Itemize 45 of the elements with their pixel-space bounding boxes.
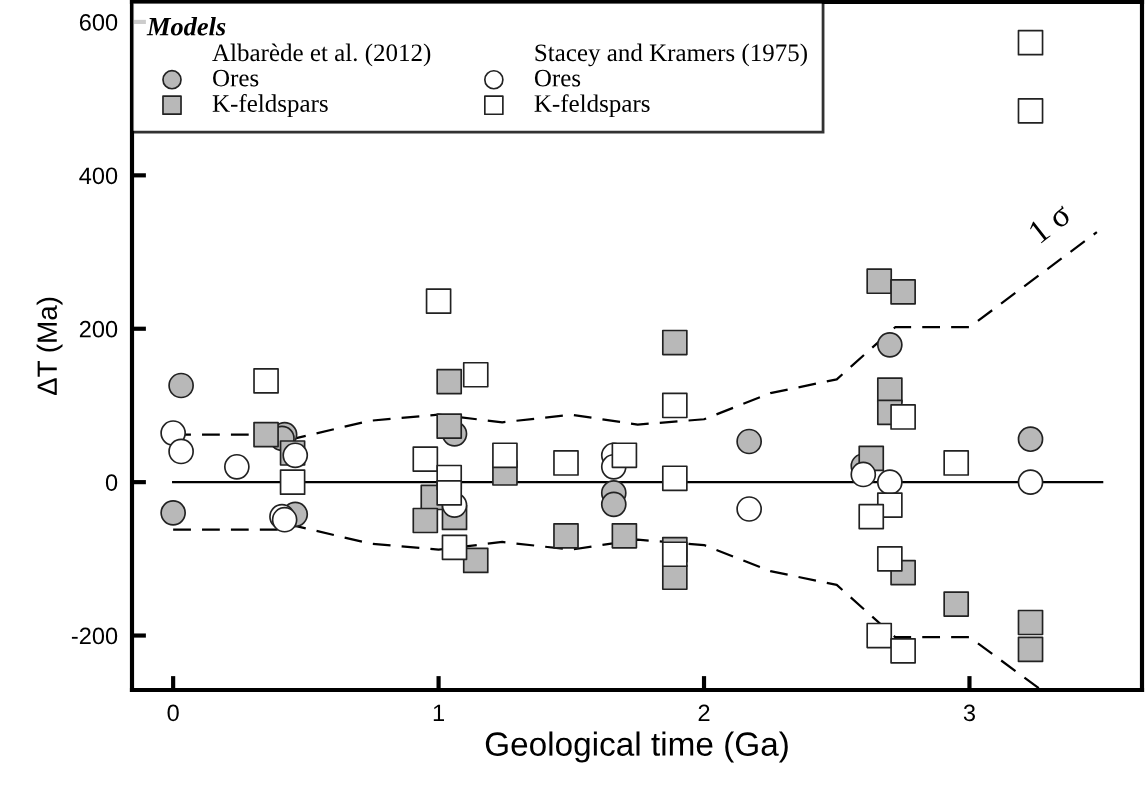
point (890, 404, 916, 430)
annotation: Stacey and Kramers (1975) (535, 43, 807, 67)
y-tick-label: 200 (79, 320, 118, 338)
point (436, 480, 463, 506)
x-tick-label: 2 (698, 704, 710, 721)
point (412, 507, 439, 534)
point (1017, 636, 1044, 663)
point (1017, 609, 1044, 636)
y-tick-label: 400 (79, 167, 118, 185)
point (611, 522, 638, 549)
legend-title: Models (146, 17, 226, 36)
point (661, 541, 688, 568)
point (736, 428, 763, 455)
point (866, 268, 893, 295)
point (462, 547, 489, 574)
y-axis-title: ΔT (Ma) (36, 297, 63, 396)
point (943, 591, 970, 617)
annotation: Albarède et al. (2012) (212, 43, 431, 67)
legend-label: Ores (534, 69, 581, 87)
point (168, 372, 194, 399)
point (1017, 426, 1044, 453)
point (436, 413, 463, 440)
point (890, 279, 916, 305)
point (492, 442, 518, 469)
point (553, 522, 579, 549)
y-tick-label: 600 (79, 14, 118, 31)
annotation: 1 σ (1027, 201, 1073, 244)
x-tick-label: 3 (963, 704, 975, 722)
x-tick-label: 1 (433, 704, 444, 721)
x-axis-title: Geological time (Ga) (485, 731, 788, 763)
legend-label: Ores (213, 69, 259, 87)
point (436, 368, 463, 395)
point (661, 564, 688, 591)
point (661, 329, 688, 356)
y-tick-label: 0 (105, 474, 118, 491)
x-tick-label: 0 (167, 704, 179, 722)
point (876, 331, 903, 358)
point (160, 499, 187, 526)
point (253, 421, 279, 448)
legend-label: K-feldspars (534, 94, 650, 118)
point (611, 442, 638, 469)
point (600, 491, 627, 518)
y-tick-label: -200 (71, 627, 118, 645)
legend-label: K-feldspars (212, 94, 328, 118)
point (850, 461, 877, 488)
